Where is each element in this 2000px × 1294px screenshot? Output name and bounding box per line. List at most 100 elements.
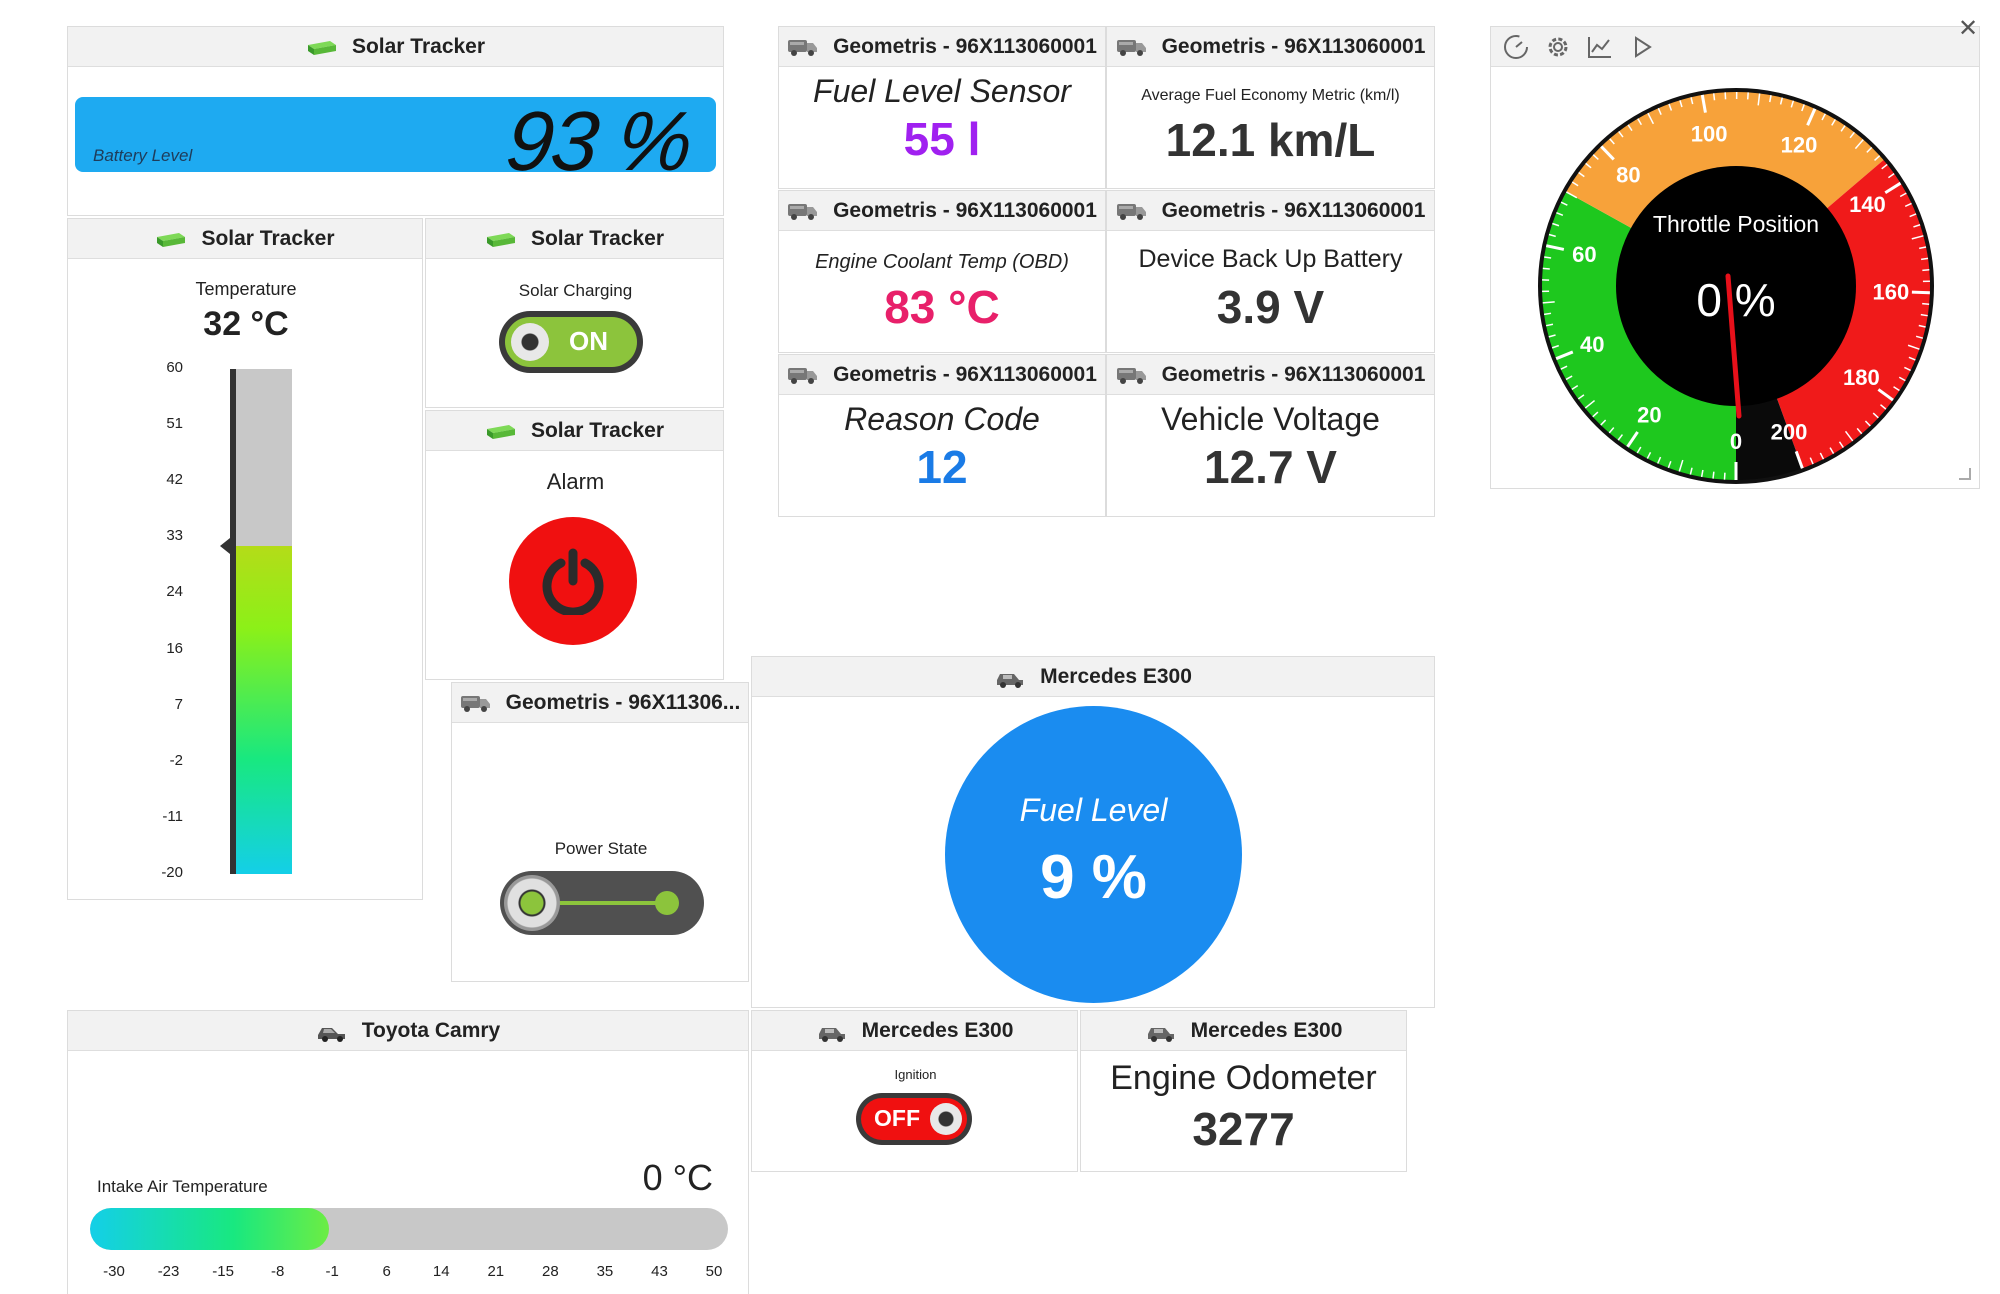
gauge-tick [1913,224,1921,228]
ignition-widget[interactable]: Mercedes E300 Ignition OFF [751,1010,1078,1172]
gauge-tick [1542,267,1550,270]
intake-air-fill [90,1208,330,1250]
widget-header: Geometris - 96X113060001 [1107,355,1434,395]
backup-battery-widget[interactable]: Geometris - 96X113060001 Device Back Up … [1106,190,1435,353]
solar-charging-state: ON [569,326,608,356]
widget-title: Mercedes E300 [861,1018,1014,1042]
solar-charging-label: Solar Charging [518,281,633,300]
gauge-tick [1872,412,1879,419]
gauge-scale-label: 180 [1843,365,1880,390]
solar-charging-toggle[interactable]: ON [499,311,643,373]
gauge-tick [1646,451,1652,459]
gauge-tick [1904,202,1912,208]
temperature-widget[interactable]: Solar Tracker Temperature 32 °C 60 51 42 33… [67,218,423,900]
gauge-tick [1920,257,1929,261]
resize-handle-icon[interactable] [1959,468,1971,480]
gauge-tick [1636,446,1642,454]
fuel-economy-widget[interactable]: Geometris - 96X113060001 Average Fuel Ec… [1106,26,1435,189]
reason-code-widget[interactable]: Geometris - 96X113060001 Reason Code 12 [778,354,1106,517]
widget-title: Solar Tracker [530,226,665,250]
battery-level-widget[interactable]: Solar Tracker Battery Level 93 % [67,26,724,216]
temperature-tick-label: 42 [166,471,183,489]
gauge-tick [1893,386,1900,392]
widget-header: Mercedes E300 [752,1011,1077,1051]
fuel-economy-value: 12.1 km/L [1165,114,1376,166]
odometer-value: 3277 [1192,1103,1295,1155]
fuel-level-value: 9 % [1040,843,1147,912]
engine-odometer-widget[interactable]: Mercedes E300 Engine Odometer 3277 [1080,1010,1407,1172]
gauge-icon[interactable] [1501,32,1531,62]
temperature-tick-label: 51 [166,415,183,433]
temperature-label: Temperature [195,279,297,299]
ignition-state: OFF [874,1105,920,1131]
intake-tick-label: -15 [212,1263,234,1280]
alarm-button[interactable] [509,517,637,645]
power-state-widget[interactable]: Geometris - 96X11306... Power State [451,682,749,982]
gauge-tick [1887,173,1895,179]
widget-header: Geometris - 96X113060001 [779,355,1105,395]
widget-title: Geometris - 96X113060001 [1161,362,1426,386]
power-state-slider[interactable] [500,871,704,935]
close-icon[interactable]: ✕ [1958,15,1979,42]
coolant-temp-widget[interactable]: Geometris - 96X113060001 Engine Coolant … [778,190,1106,353]
gauge-tick [1712,93,1716,101]
gauge-tick [1819,452,1825,460]
battery-icon [155,229,187,249]
vehicle-voltage-value: 12.7 V [1204,441,1337,493]
vehicle-voltage-widget[interactable]: Geometris - 96X113060001 Vehicle Voltage… [1106,354,1435,517]
car-icon [316,1020,348,1042]
gauge-tick [1571,181,1579,187]
toggle-knob [930,1103,962,1135]
gauge-scale-label: 200 [1771,420,1808,445]
widget-header: Mercedes E300 [1081,1011,1406,1051]
widget-header: Mercedes E300 [752,657,1434,697]
gauge-tick [1700,94,1707,113]
ignition-toggle[interactable]: OFF [856,1093,972,1145]
gauge-tick [1556,212,1564,217]
gauge-tick [1545,323,1554,327]
widget-title: Geometris - 96X113060001 [1161,198,1426,222]
gauge-tick [1920,313,1928,317]
gauge-needle [1725,273,1742,419]
widget-header: Solar Tracker [68,27,723,67]
solar-charging-widget[interactable]: Solar Tracker Solar Charging ON [425,218,724,408]
ignition-label: Ignition [894,1067,937,1082]
gauge-tick [1647,112,1655,125]
temperature-tick-label: -11 [162,807,183,825]
alarm-label: Alarm [546,469,605,494]
gauge-tick [1626,431,1639,448]
intake-air-temp-widget[interactable]: Toyota Camry Intake Air Temperature 0 °C… [67,1010,749,1294]
truck-icon [460,692,492,714]
mercedes-fuel-widget[interactable]: Mercedes E300 Fuel Level 9 % [751,656,1435,1008]
truck-icon [787,200,819,222]
gauge-tick [1578,171,1585,178]
throttle-value: 0 % [1696,274,1775,326]
gauge-scale-label: 100 [1691,121,1728,146]
gauge-tick [1899,192,1907,198]
throttle-gauge-widget[interactable]: 0 20 40 60 80 100 120 140 160 180 200 Throttle Pos… [1490,26,1980,489]
widget-title: Geometris - 96X113060001 [833,34,1097,58]
battery-icon [485,229,517,249]
gauge-scale-label: 20 [1637,403,1661,428]
widget-title: Solar Tracker [201,226,335,250]
chart-icon[interactable] [1585,32,1615,62]
intake-tick-label: -23 [157,1263,180,1280]
fuel-level-sensor-widget[interactable]: Geometris - 96X113060001 Fuel Level Sens… [778,26,1106,189]
gauge-tick [1838,441,1844,449]
gauge-tick [1679,100,1683,108]
gauge-tick [1609,138,1615,145]
intake-tick-label: 35 [596,1263,614,1280]
alarm-widget[interactable]: Solar Tracker Alarm [425,410,724,680]
gauge-scale-label: 140 [1849,192,1886,217]
intake-tick-label: 43 [651,1263,668,1280]
temperature-tick-label: 60 [166,359,183,376]
widget-header: Geometris - 96X113060001 [779,27,1105,67]
gear-icon[interactable] [1543,32,1573,62]
temperature-value: 32 °C [203,305,289,343]
widget-header: Geometris - 96X113060001 [1107,191,1434,231]
gauge-scale-label: 60 [1572,242,1596,267]
temperature-tick-label: 16 [166,639,183,657]
play-icon[interactable] [1627,32,1657,62]
slider-knob[interactable] [504,875,560,931]
gauge-tick [1577,394,1585,400]
